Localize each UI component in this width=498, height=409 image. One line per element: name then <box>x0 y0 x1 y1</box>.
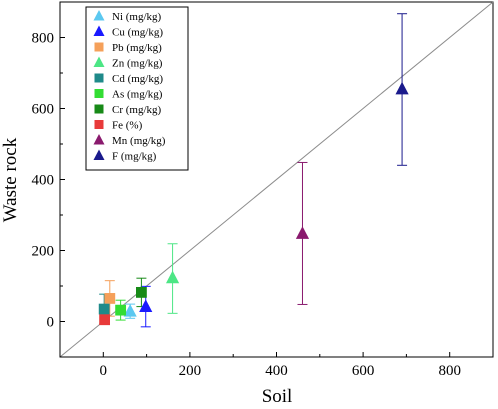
x-tick-label: 600 <box>352 363 375 379</box>
data-point <box>136 286 147 298</box>
legend-marker <box>93 149 105 160</box>
y-tick-label: 0 <box>47 315 55 331</box>
legend-label: Fe (%) <box>112 120 143 132</box>
legend-marker <box>93 25 105 36</box>
data-point <box>115 304 127 316</box>
legend-label: Pb (mg/kg) <box>112 42 162 54</box>
x-tick-label: 0 <box>100 363 108 379</box>
data-point <box>104 293 116 304</box>
legend-marker <box>94 89 104 98</box>
legend-label: Zn (mg/kg) <box>112 58 163 70</box>
legend-label: F (mg/kg) <box>112 151 157 163</box>
data-point <box>395 81 409 95</box>
data-point <box>139 299 153 312</box>
legend-marker <box>93 10 105 21</box>
data-point <box>98 303 110 315</box>
x-tick-label: 800 <box>438 363 461 379</box>
y-tick-label: 600 <box>32 102 55 118</box>
data-point <box>123 304 137 317</box>
y-axis-title: Waste rock <box>0 137 21 222</box>
y-tick-label: 400 <box>32 173 55 189</box>
reference-line <box>59 1 494 358</box>
data-point <box>165 270 180 284</box>
legend-label: Cu (mg/kg) <box>112 27 163 39</box>
x-tick-label: 200 <box>179 363 202 379</box>
x-axis-title: Soil <box>262 386 293 407</box>
y-tick-label: 200 <box>32 244 55 260</box>
legend-label: Ni (mg/kg) <box>112 11 162 23</box>
legend-marker <box>94 120 104 129</box>
y-tick-label: 800 <box>32 31 55 47</box>
legend-marker <box>94 104 104 114</box>
legend-label: As (mg/kg) <box>112 89 163 101</box>
data-point <box>99 314 110 326</box>
legend-label: Cd (mg/kg) <box>112 73 163 85</box>
legend-marker <box>93 56 105 67</box>
legend-marker <box>94 42 104 52</box>
legend-marker <box>94 73 104 83</box>
legend-marker <box>93 134 105 145</box>
data-point <box>295 226 310 239</box>
x-tick-label: 400 <box>265 363 288 379</box>
legend-label: Cr (mg/kg) <box>112 104 162 116</box>
legend-label: Mn (mg/kg) <box>112 135 166 147</box>
